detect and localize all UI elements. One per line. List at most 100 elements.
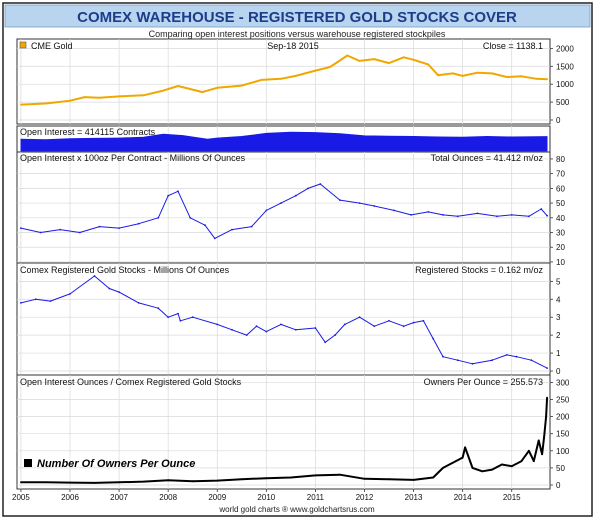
data-point-registered — [137, 302, 140, 304]
total-label-right: Total Ounces = 41.412 m/oz — [431, 153, 544, 163]
panel-gold: 0 500 1000 1500 2000 — [16, 38, 574, 125]
data-point-registered — [191, 316, 194, 319]
data-point-registered — [179, 319, 182, 322]
data-point-owners — [491, 468, 493, 471]
data-point-gold — [260, 79, 263, 81]
data-point-gold — [44, 102, 47, 105]
x-tick-label: 2011 — [307, 493, 325, 502]
data-point-gold — [83, 96, 86, 98]
y-tick-label: 4 — [556, 295, 561, 304]
data-point-registered — [515, 355, 518, 358]
panel-registered: 0 1 2 3 4 5 — [16, 262, 561, 376]
y-tick-label: 80 — [556, 155, 565, 164]
chart-subtitle: Comparing open interest positions versus… — [149, 29, 446, 39]
owners-legend-marker — [24, 459, 32, 467]
data-point-registered — [265, 330, 268, 333]
x-tick-label: 2006 — [61, 493, 79, 502]
y-tick-label: 100 — [556, 447, 570, 456]
data-point-total_ounces — [177, 190, 179, 193]
x-tick-label: 2013 — [405, 493, 423, 502]
data-point-total_ounces — [98, 225, 101, 228]
data-point-registered — [456, 359, 459, 362]
data-point-gold — [535, 77, 538, 80]
data-point-total_ounces — [189, 216, 192, 219]
data-point-owners — [546, 396, 548, 399]
data-point-owners — [265, 477, 268, 480]
data-point-registered — [108, 287, 111, 290]
data-point-registered — [530, 359, 533, 362]
data-point-registered — [93, 275, 96, 277]
data-point-registered — [442, 355, 444, 358]
y-tick-label: 40 — [556, 214, 565, 223]
data-point-total_ounces — [410, 214, 412, 216]
data-point-registered — [491, 359, 493, 362]
panel-frame-owners — [16, 374, 551, 490]
data-point-registered — [358, 316, 361, 319]
data-point-owners — [191, 480, 194, 483]
data-point-total_ounces — [137, 222, 140, 225]
data-point-gold — [373, 58, 376, 60]
data-point-owners — [412, 479, 415, 481]
data-point-owners — [528, 449, 530, 452]
data-point-total_ounces — [373, 205, 376, 207]
data-point-owners — [442, 467, 444, 469]
data-point-gold — [314, 69, 317, 72]
data-point-total_ounces — [339, 199, 341, 202]
y-tick-label: 50 — [556, 199, 565, 208]
data-point-gold — [546, 78, 548, 81]
data-point-gold — [216, 86, 219, 89]
data-point-owners — [20, 481, 22, 484]
data-point-registered — [245, 334, 248, 336]
data-point-owners — [464, 446, 466, 449]
data-point-owners — [388, 478, 390, 481]
y-tick-label: 0 — [556, 481, 561, 490]
y-tick-label: 20 — [556, 243, 565, 252]
data-point-owners — [532, 460, 535, 462]
data-point-registered — [255, 325, 258, 328]
data-point-owners — [461, 456, 464, 459]
data-point-registered — [546, 367, 548, 369]
y-tick-label: 30 — [556, 229, 565, 238]
data-point-total_ounces — [213, 237, 216, 240]
x-tick-label: 2010 — [257, 493, 275, 502]
data-point-total_ounces — [250, 225, 253, 228]
chart-title: COMEX WAREHOUSE - REGISTERED GOLD STOCKS… — [77, 9, 517, 26]
data-point-gold — [461, 75, 464, 77]
data-point-total_ounces — [78, 231, 81, 234]
data-point-total_ounces — [442, 214, 444, 216]
x-tick-label: 2009 — [208, 493, 226, 502]
data-point-owners — [537, 439, 540, 442]
data-point-owners — [545, 415, 547, 418]
data-point-gold — [427, 63, 430, 66]
data-point-registered — [432, 337, 435, 340]
data-point-registered — [280, 323, 282, 326]
data-point-owners — [451, 461, 454, 464]
footer-credit: world gold charts ® www.goldchartsrus.co… — [218, 505, 375, 514]
y-tick-label: 200 — [556, 413, 570, 422]
oi-label-left: Open Interest = 414115 Contracts — [20, 127, 156, 137]
data-point-total_ounces — [528, 215, 530, 218]
gold-label-left: CME Gold — [31, 41, 73, 51]
data-point-gold — [294, 75, 297, 77]
registered-label-right: Registered Stocks = 0.162 m/oz — [415, 265, 543, 275]
x-tick-label: 2014 — [454, 493, 472, 502]
x-tick-label: 2015 — [503, 493, 521, 502]
data-point-owners — [541, 453, 543, 456]
data-point-total_ounces — [265, 209, 268, 212]
data-point-total_ounces — [157, 216, 160, 219]
data-point-registered — [505, 354, 508, 356]
data-point-registered — [314, 327, 317, 329]
data-point-gold — [505, 76, 508, 78]
data-point-total_ounces — [540, 208, 543, 210]
y-tick-label: 150 — [556, 430, 570, 439]
data-point-total_ounces — [393, 209, 395, 212]
y-tick-label: 500 — [556, 98, 570, 107]
data-point-total_ounces — [20, 227, 22, 230]
data-point-total_ounces — [319, 183, 322, 185]
data-point-owners — [501, 463, 503, 466]
y-tick-label: 2000 — [556, 44, 574, 53]
data-point-owners — [520, 460, 523, 462]
data-point-total_ounces — [510, 214, 513, 216]
y-tick-label: 250 — [556, 396, 570, 405]
